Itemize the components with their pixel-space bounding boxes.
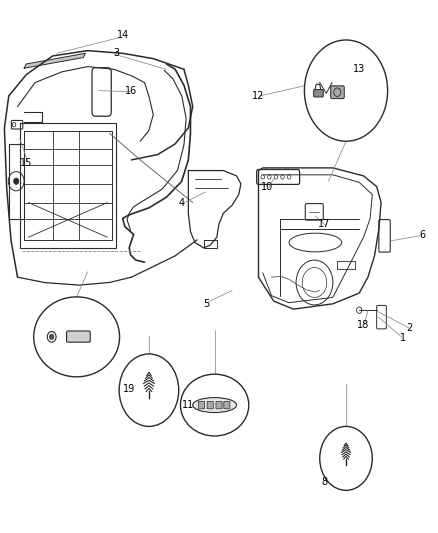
Ellipse shape	[304, 40, 388, 141]
Text: 15: 15	[20, 158, 32, 167]
FancyBboxPatch shape	[224, 401, 230, 409]
Text: 13: 13	[353, 64, 365, 74]
Text: 4: 4	[179, 198, 185, 207]
Text: 5: 5	[203, 299, 209, 309]
Text: 1: 1	[400, 334, 406, 343]
Ellipse shape	[193, 398, 237, 413]
Ellipse shape	[180, 374, 249, 436]
Ellipse shape	[34, 297, 120, 377]
Ellipse shape	[119, 354, 179, 426]
FancyBboxPatch shape	[216, 401, 222, 409]
Text: 8: 8	[321, 478, 327, 487]
Text: 12: 12	[252, 91, 265, 101]
Circle shape	[49, 334, 54, 340]
Circle shape	[14, 178, 19, 184]
FancyBboxPatch shape	[331, 86, 344, 99]
Text: 3: 3	[113, 49, 119, 58]
Text: 10: 10	[261, 182, 273, 191]
Text: 6: 6	[420, 230, 426, 239]
Text: 11: 11	[182, 400, 194, 410]
Text: 2: 2	[406, 323, 413, 333]
Text: 19: 19	[123, 384, 135, 394]
FancyBboxPatch shape	[314, 90, 323, 97]
Text: 16: 16	[125, 86, 138, 95]
Text: 14: 14	[117, 30, 129, 39]
Text: 18: 18	[357, 320, 370, 330]
Text: 17: 17	[318, 219, 330, 229]
Ellipse shape	[320, 426, 372, 490]
Polygon shape	[24, 53, 85, 68]
FancyBboxPatch shape	[207, 401, 213, 409]
FancyBboxPatch shape	[67, 331, 90, 342]
FancyBboxPatch shape	[198, 401, 205, 409]
